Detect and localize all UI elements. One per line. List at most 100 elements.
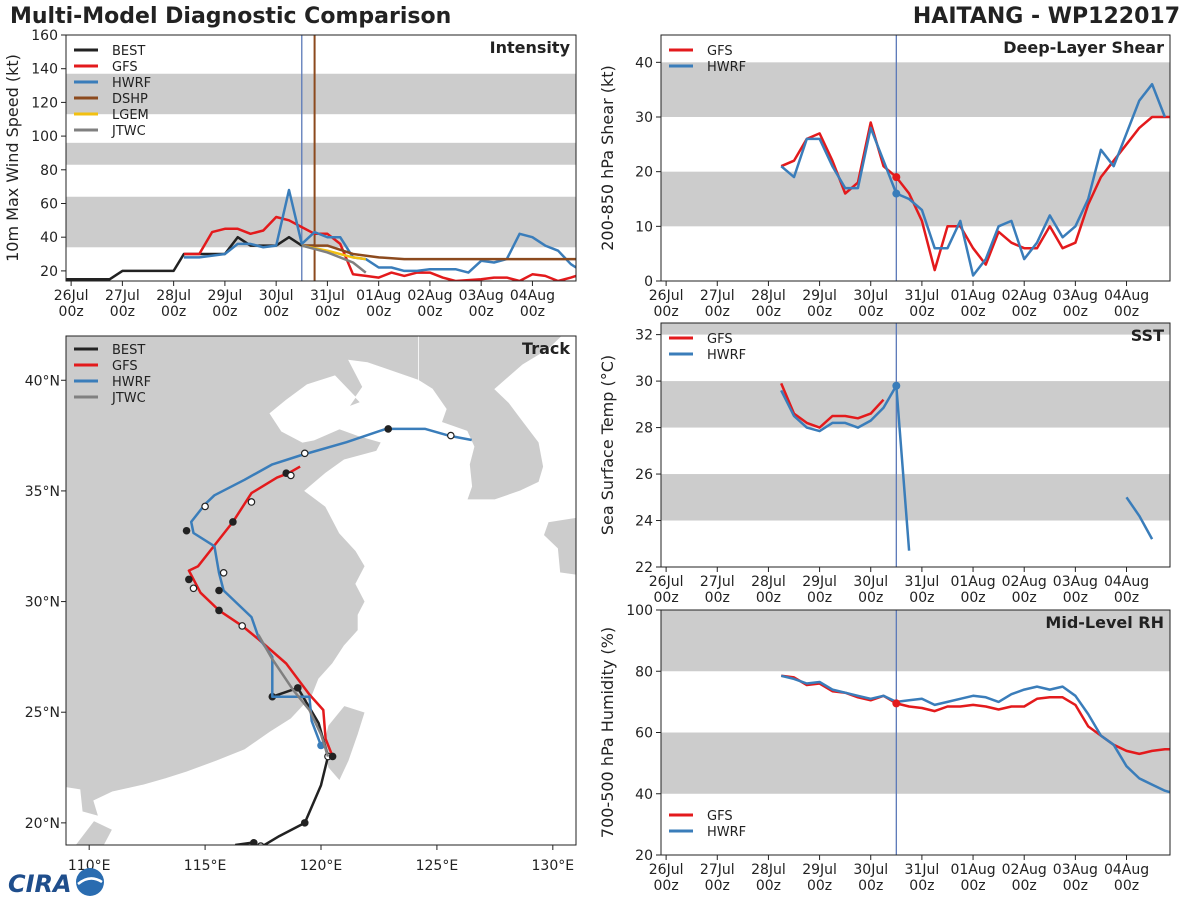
legend-label-hwrf: HWRF <box>707 348 746 363</box>
track-point-open <box>238 622 246 630</box>
series-line-jtwc <box>301 244 367 274</box>
x-tick-label: 03Aug 00z <box>459 288 504 320</box>
x-tick-label: 26Jul 00z <box>54 288 89 320</box>
x-tick-hour: 00z <box>960 304 985 320</box>
x-tick-label: 31Jul 00z <box>310 288 345 320</box>
x-tick-label: 03Aug 00z <box>1053 574 1098 606</box>
x-tick-label: 04Aug 00z <box>1104 574 1149 606</box>
x-tick-label: 26Jul 00z <box>649 862 684 894</box>
x-tick-date: 31Jul <box>905 862 940 878</box>
x-tick-hour: 00z <box>1012 590 1037 606</box>
track-point-filled <box>294 684 302 692</box>
y-tick-label: 100 <box>31 129 58 145</box>
x-tick-hour: 00z <box>212 304 237 320</box>
legend-label-hwrf: HWRF <box>112 375 151 390</box>
x-tick-hour: 00z <box>654 304 679 320</box>
x-tick-hour: 00z <box>909 878 934 894</box>
track-point-filled <box>249 838 258 845</box>
globe-icon <box>76 868 104 896</box>
x-tick-date: 30Jul <box>853 862 888 878</box>
y-tick-label: 20 <box>40 264 58 280</box>
x-tick-label: 29Jul 00z <box>208 288 243 320</box>
track-line-gfs <box>187 465 334 757</box>
x-tick-hour: 00z <box>1063 304 1088 320</box>
track-point-open <box>447 431 455 440</box>
track-point-open <box>257 842 265 845</box>
map-area <box>66 336 576 845</box>
track-point-open <box>247 498 256 506</box>
lon-tick-label: 120°E <box>300 858 343 874</box>
y-tick-label: 20 <box>635 165 653 181</box>
y-tick-label: 60 <box>635 726 653 742</box>
x-tick-hour: 00z <box>960 878 985 894</box>
x-tick-label: 30Jul 00z <box>259 288 294 320</box>
y-tick-label: 30 <box>635 374 653 390</box>
y-axis-label: 700-500 hPa Humidity (%) <box>598 627 617 838</box>
x-tick-date: 26Jul <box>649 862 684 878</box>
track-point-filled <box>215 606 223 615</box>
series-marker-hwrf <box>892 189 901 198</box>
x-tick-date: 01Aug <box>950 862 995 878</box>
x-tick-label: 31Jul 00z <box>905 574 940 606</box>
x-tick-label: 30Jul 00z <box>853 288 888 320</box>
track-point-filled <box>229 518 237 526</box>
land-taiwan <box>322 705 366 782</box>
land-hainan <box>74 820 113 845</box>
x-tick-date: 28Jul <box>751 288 786 304</box>
x-tick-date: 31Jul <box>310 288 345 304</box>
x-tick-date: 03Aug <box>1053 862 1098 878</box>
legend-label-gfs: GFS <box>707 809 733 824</box>
x-tick-label: 02Aug 00z <box>1002 288 1047 320</box>
plot-area <box>66 35 576 281</box>
x-tick-hour: 00z <box>858 878 883 894</box>
x-tick-date: 02Aug <box>407 288 452 304</box>
legend-label-gfs: GFS <box>112 60 138 75</box>
x-tick-label: 03Aug 00z <box>1053 288 1098 320</box>
lat-tick-label: 30°N <box>25 595 60 611</box>
threshold-band <box>66 196 576 248</box>
x-tick-label: 29Jul 00z <box>802 288 837 320</box>
panel-title: Track <box>522 339 570 358</box>
threshold-band <box>661 732 1170 794</box>
x-tick-date: 26Jul <box>54 288 89 304</box>
track-point-open <box>189 584 198 593</box>
x-tick-date: 27Jul <box>700 288 735 304</box>
x-tick-date: 02Aug <box>1002 574 1047 590</box>
track-point-filled <box>182 526 191 535</box>
threshold-band <box>661 610 1170 672</box>
track-point-filled <box>215 586 223 595</box>
x-tick-date: 28Jul <box>751 862 786 878</box>
land-china <box>66 336 419 817</box>
y-tick-label: 20 <box>635 848 653 864</box>
x-tick-date: 30Jul <box>259 288 294 304</box>
legend-label-hwrf: HWRF <box>707 825 746 840</box>
legend-label-best: BEST <box>112 343 145 358</box>
x-tick-hour: 00z <box>756 304 781 320</box>
x-tick-date: 29Jul <box>802 574 837 590</box>
plot-area <box>661 610 1170 855</box>
threshold-band <box>661 474 1170 521</box>
x-tick-date: 01Aug <box>356 288 401 304</box>
threshold-band <box>661 323 1170 335</box>
plot-frame <box>65 34 577 282</box>
legend-label-best: BEST <box>112 44 145 59</box>
x-tick-date: 04Aug <box>510 288 555 304</box>
x-tick-label: 03Aug 00z <box>1053 862 1098 894</box>
x-tick-hour: 00z <box>1012 878 1037 894</box>
x-tick-date: 30Jul <box>853 574 888 590</box>
threshold-band <box>661 62 1170 117</box>
x-tick-hour: 00z <box>858 304 883 320</box>
x-tick-hour: 00z <box>1114 304 1139 320</box>
x-tick-hour: 00z <box>756 590 781 606</box>
x-tick-date: 04Aug <box>1104 862 1149 878</box>
cira-logo: CIRA <box>8 868 104 898</box>
x-tick-hour: 00z <box>654 878 679 894</box>
track-point-open <box>201 502 209 511</box>
x-tick-label: 26Jul 00z <box>649 574 684 606</box>
x-tick-hour: 00z <box>807 590 832 606</box>
x-tick-label: 31Jul 00z <box>905 288 940 320</box>
x-tick-label: 26Jul 00z <box>649 288 684 320</box>
y-tick-label: 60 <box>40 196 58 212</box>
y-tick-label: 40 <box>635 55 653 71</box>
